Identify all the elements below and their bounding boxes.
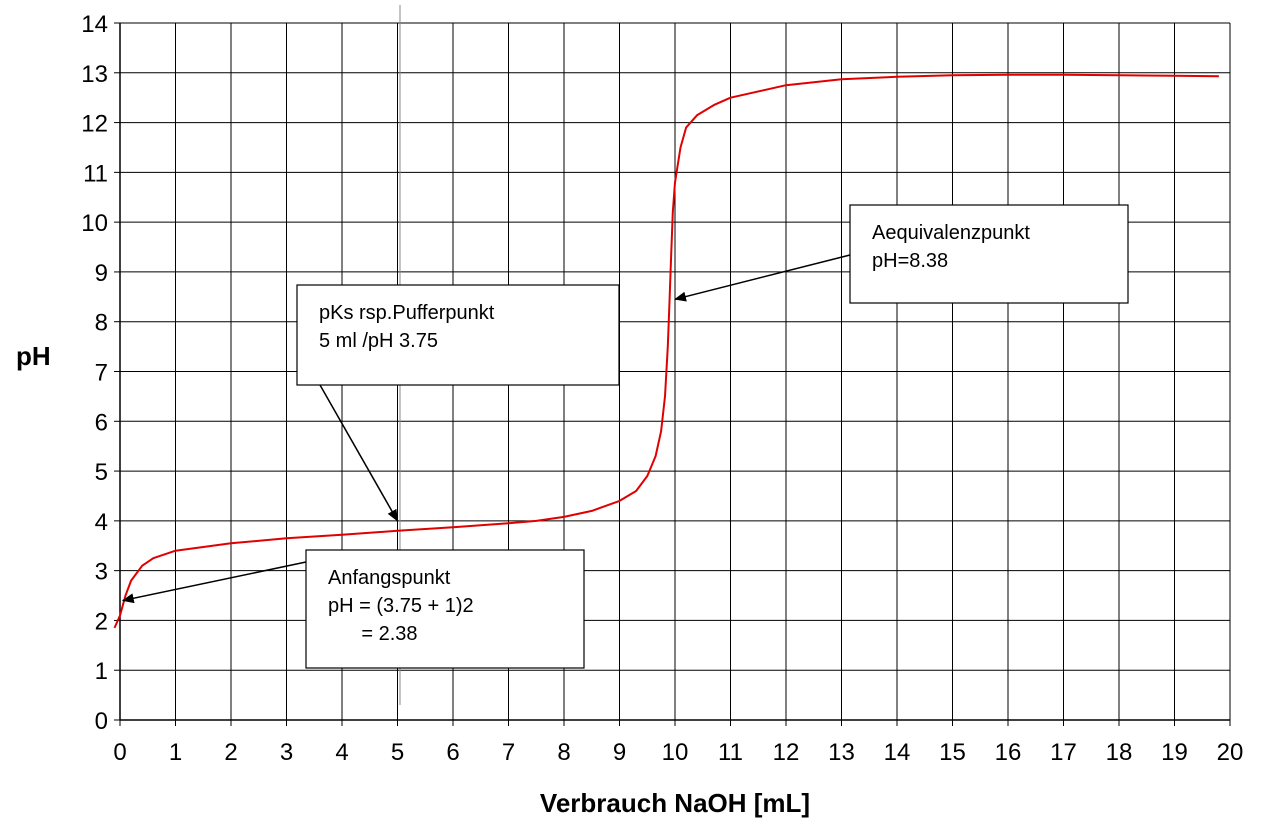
annotation-arrow xyxy=(320,385,398,521)
annotation-anfangspunkt: Anfangspunkt pH = (3.75 + 1)2 = 2.38 xyxy=(123,550,584,668)
annotation-arrow xyxy=(123,562,306,601)
x-axis-title: Verbrauch NaOH [mL] xyxy=(540,788,810,818)
x-tick-label: 0 xyxy=(113,739,126,766)
y-tick-label: 10 xyxy=(81,210,108,237)
y-tick-label: 1 xyxy=(95,658,108,685)
x-tick-label: 17 xyxy=(1050,739,1077,766)
annotation-text: pH = (3.75 + 1)2 xyxy=(328,595,474,617)
x-tick-label: 10 xyxy=(662,739,689,766)
x-tick-label: 19 xyxy=(1161,739,1188,766)
x-tick-label: 18 xyxy=(1106,739,1133,766)
y-tick-label: 13 xyxy=(81,61,108,88)
annotation-text: 5 ml /pH 3.75 xyxy=(319,330,438,352)
y-tick-label: 9 xyxy=(95,260,108,287)
x-tick-label: 6 xyxy=(446,739,459,766)
y-tick-label: 0 xyxy=(95,708,108,735)
y-tick-label: 8 xyxy=(95,310,108,337)
x-tick-label: 7 xyxy=(502,739,515,766)
x-tick-label: 2 xyxy=(224,739,237,766)
x-tick-label: 16 xyxy=(995,739,1022,766)
series-layer xyxy=(115,75,1219,628)
annotation-text: = 2.38 xyxy=(328,623,418,645)
y-tick-label: 7 xyxy=(95,360,108,387)
x-tick-label: 5 xyxy=(391,739,404,766)
x-tick-label: 9 xyxy=(613,739,626,766)
annotation-text: Anfangspunkt xyxy=(328,567,451,589)
x-tick-label: 20 xyxy=(1217,739,1244,766)
annotation-text: pKs rsp.Pufferpunkt xyxy=(319,302,495,324)
axes: 0 1 2 3 4 5 6 7 8 9 10 11 12 13 14 15 16 17 18 19 2001234567… xyxy=(81,11,1243,766)
y-tick-label: 4 xyxy=(95,509,108,536)
y-axis-title: pH xyxy=(16,341,51,371)
ph-curve xyxy=(115,75,1219,628)
annotation-pufferpunkt: pKs rsp.Pufferpunkt 5 ml /pH 3.75 xyxy=(297,285,619,521)
x-tick-label: 13 xyxy=(828,739,855,766)
grid xyxy=(120,23,1230,720)
y-tick-label: 14 xyxy=(81,11,108,38)
annotations: Aequivalenzpunkt pH=8.38 pKs rsp.Pufferpun… xyxy=(123,205,1128,668)
annotation-text: Aequivalenzpunkt xyxy=(872,222,1030,244)
x-tick-label: 3 xyxy=(280,739,293,766)
y-tick-label: 2 xyxy=(95,608,108,635)
y-tick-label: 5 xyxy=(95,459,108,486)
y-tick-label: 3 xyxy=(95,559,108,586)
x-tick-label: 8 xyxy=(557,739,570,766)
x-tick-label: 12 xyxy=(773,739,800,766)
y-tick-label: 12 xyxy=(81,111,108,138)
y-tick-label: 11 xyxy=(83,160,108,187)
x-tick-label: 1 xyxy=(169,739,182,766)
x-tick-label: 15 xyxy=(939,739,966,766)
x-tick-label: 4 xyxy=(335,739,348,766)
y-tick-label: 6 xyxy=(95,409,108,436)
annotation-text: pH=8.38 xyxy=(872,250,948,272)
x-tick-label: 14 xyxy=(884,739,911,766)
annotation-arrow xyxy=(675,255,850,299)
x-tick-label: 11 xyxy=(718,739,743,766)
annotation-aequivalenz: Aequivalenzpunkt pH=8.38 xyxy=(675,205,1128,303)
